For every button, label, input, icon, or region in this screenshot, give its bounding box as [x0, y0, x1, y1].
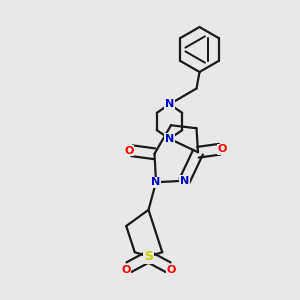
- Text: N: N: [165, 134, 174, 144]
- Text: N: N: [180, 176, 189, 186]
- Text: S: S: [144, 250, 153, 263]
- Text: O: O: [218, 144, 227, 154]
- Text: N: N: [165, 99, 174, 109]
- Text: O: O: [124, 146, 134, 156]
- Text: O: O: [121, 265, 131, 275]
- Text: O: O: [166, 265, 176, 275]
- Text: N: N: [152, 177, 160, 187]
